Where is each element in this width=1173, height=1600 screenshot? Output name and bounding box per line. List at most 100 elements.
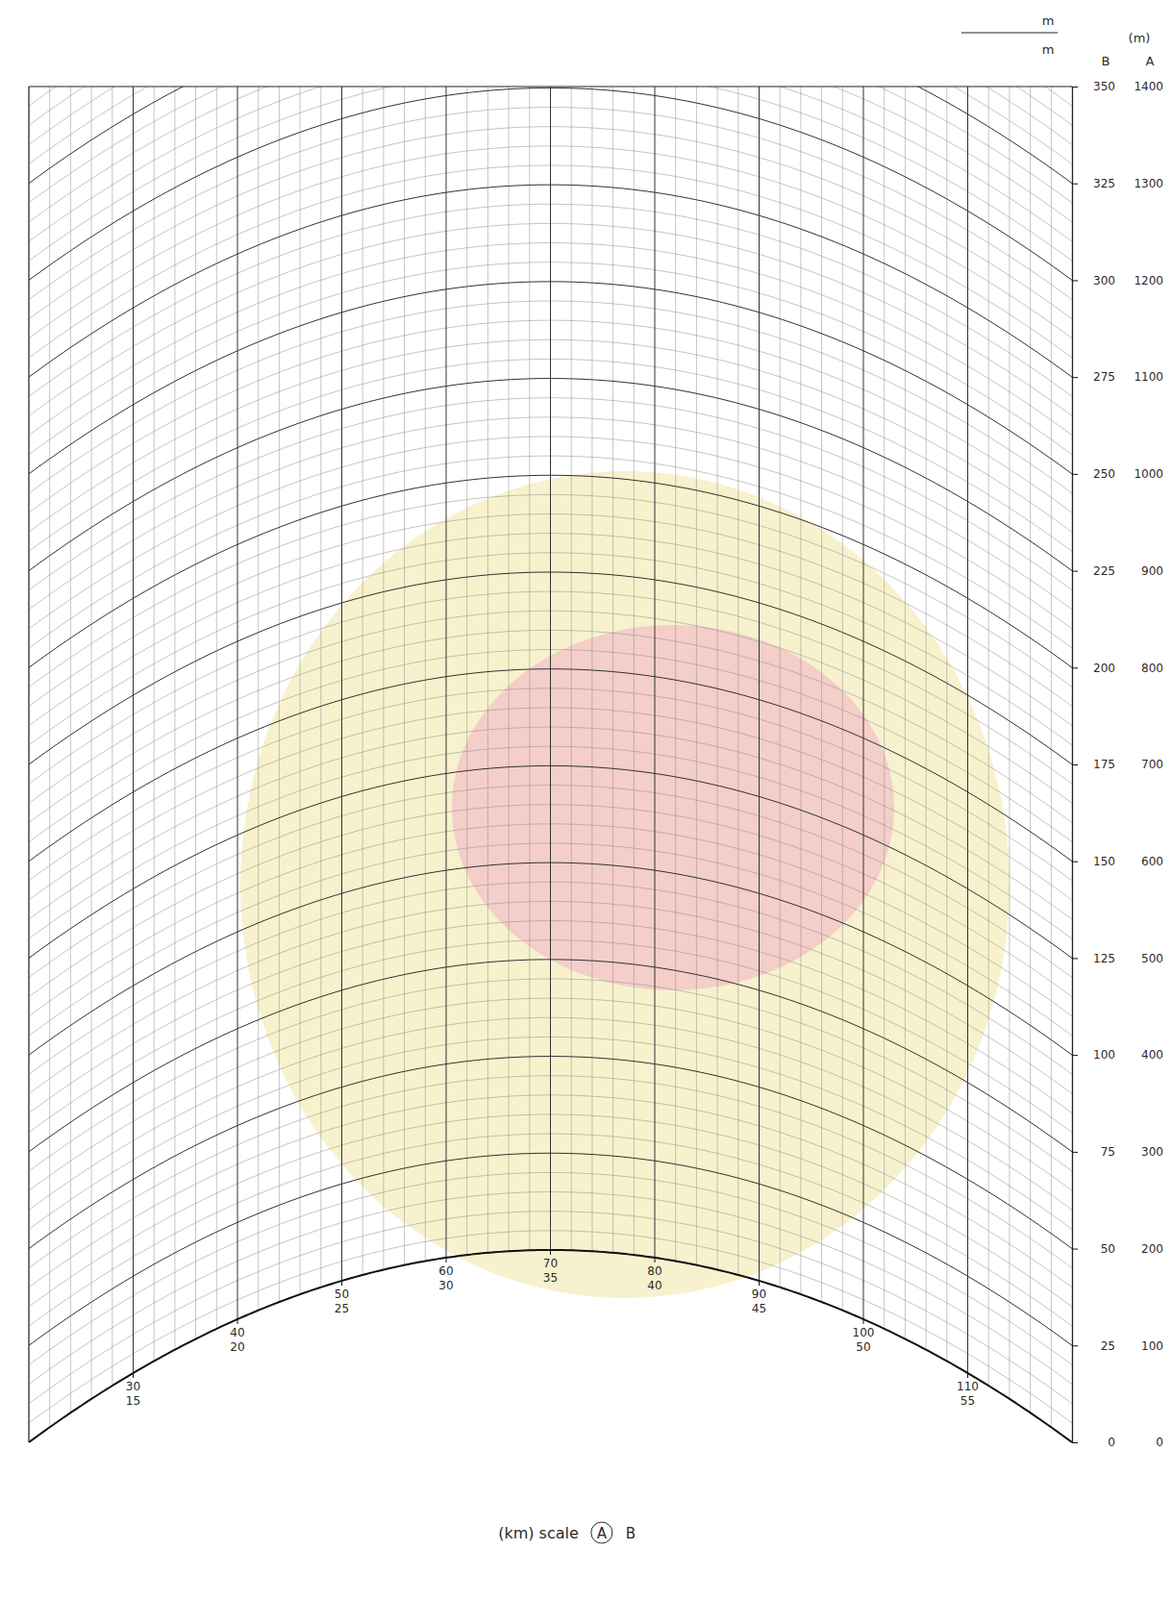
x-tick-label: 70 — [543, 1256, 558, 1271]
x-axis: 30405060708090100110152025303540455055 — [125, 1249, 979, 1408]
grid-vertical — [967, 86, 969, 1373]
y2-label: B — [1101, 53, 1111, 69]
x2-tick-label: 55 — [960, 1394, 975, 1408]
x-tick: 80 — [647, 1257, 662, 1278]
y-tick-label: 1400 — [1133, 79, 1164, 94]
y-axis-line — [1073, 87, 1079, 1444]
y-tick-label: 300 — [1141, 1145, 1164, 1159]
x-tick: 70 — [543, 1249, 558, 1271]
x-tick-label: 30 — [125, 1379, 141, 1394]
y-tick-mark — [1072, 1054, 1078, 1056]
y2-tick-label: 175 — [1093, 757, 1116, 772]
y2-tick-label: 125 — [1093, 951, 1116, 966]
y2-tick: 25 — [1072, 1339, 1116, 1353]
y2-tick: 175 — [1072, 757, 1116, 772]
y-tick-mark — [1072, 279, 1078, 281]
y2-tick-label: 225 — [1093, 564, 1116, 578]
x-tick-label: 110 — [956, 1379, 979, 1394]
y2-tick-label: 25 — [1100, 1339, 1116, 1353]
y2-tick-label: 0 — [1107, 1435, 1116, 1449]
y-tick: 500 — [1072, 951, 1164, 966]
y2-tick: 50 — [1072, 1242, 1116, 1256]
y-tick: 400 — [1072, 1048, 1164, 1062]
y-tick-label: 1200 — [1133, 274, 1164, 288]
y-tick-label: 0 — [1155, 1435, 1164, 1449]
grid-vertical — [237, 86, 239, 1320]
minor-grid-vertical — [821, 86, 823, 1302]
y2-tick-label: 325 — [1093, 176, 1116, 191]
plot-area — [28, 86, 1073, 1443]
y2-tick: 275 — [1072, 370, 1116, 384]
x-tick-mark — [863, 1319, 865, 1324]
y-tick-mark — [1072, 1442, 1078, 1444]
x-tick-mark — [549, 1249, 551, 1255]
y-tick-label: 100 — [1141, 1339, 1164, 1353]
minor-grid-vertical — [528, 86, 530, 1250]
grid-vertical — [758, 86, 760, 1281]
y-tick: 1100 — [1072, 370, 1164, 384]
minor-grid-vertical — [278, 86, 280, 1302]
y-tick: 100 — [1072, 1339, 1164, 1353]
y-axis: 0100200300400500600700800900100011001200… — [1072, 79, 1164, 1449]
minor-grid-vertical — [320, 86, 322, 1288]
y2-tick: 125 — [1072, 951, 1116, 966]
x-tick-label: 100 — [852, 1325, 875, 1340]
y-tick-label: 500 — [1141, 951, 1164, 966]
y-tick: 1300 — [1072, 176, 1164, 191]
y-tick-label: 800 — [1141, 661, 1164, 675]
y-tick-label: 1300 — [1133, 176, 1164, 191]
x-title: (km) scale — [498, 1523, 579, 1543]
y2-tick-label: 50 — [1100, 1242, 1116, 1256]
minor-grid-vertical — [779, 86, 781, 1288]
x-tick-label: 40 — [229, 1325, 245, 1340]
y-tick: 1400 — [1072, 79, 1164, 94]
minor-grid-vertical — [362, 86, 364, 1275]
annotation: m — [1042, 42, 1055, 57]
x2-tick-label: 25 — [334, 1301, 350, 1316]
x-tick-mark — [446, 1257, 448, 1263]
minor-grid-vertical — [1008, 86, 1010, 1399]
minor-grid-vertical — [842, 86, 844, 1311]
x-label: A — [597, 1524, 608, 1543]
x2-tick-label: 50 — [855, 1340, 871, 1354]
y2-tick: 325 — [1072, 176, 1116, 191]
y-tick: 1000 — [1072, 467, 1164, 481]
grid-curve — [28, 1249, 1073, 1443]
y-tick-mark — [1072, 957, 1078, 959]
y-tick-mark — [1072, 764, 1078, 766]
x-tick: 50 — [334, 1280, 350, 1301]
x2-tick-label: 30 — [438, 1278, 453, 1293]
y2-tick: 0 — [1072, 1435, 1116, 1449]
grid-vertical — [446, 86, 448, 1258]
x-tick: 30 — [125, 1372, 141, 1394]
y-tick-mark — [1072, 667, 1078, 669]
minor-grid-vertical — [508, 86, 510, 1251]
minor-grid-vertical — [717, 86, 719, 1270]
y2-tick: 100 — [1072, 1048, 1116, 1062]
grid-vertical — [132, 86, 134, 1373]
x-tick-label: 80 — [647, 1264, 662, 1278]
y-tick: 600 — [1072, 854, 1164, 869]
x-tick-mark — [967, 1372, 969, 1378]
y-tick-mark — [1072, 183, 1078, 185]
minor-grid-vertical — [571, 86, 573, 1250]
minor-grid-vertical — [904, 86, 906, 1339]
minor-grid-vertical — [1050, 86, 1052, 1427]
x2-tick-label: 15 — [125, 1394, 141, 1408]
x-tick: 60 — [438, 1257, 453, 1278]
x-tick: 40 — [229, 1319, 245, 1340]
y-tick-label: 200 — [1141, 1242, 1164, 1256]
y-tick: 0 — [1072, 1435, 1164, 1449]
y-tick: 300 — [1072, 1145, 1164, 1159]
grid-vertical — [654, 86, 656, 1258]
minor-grid-vertical — [737, 86, 739, 1275]
y2-tick-label: 250 — [1093, 467, 1116, 481]
x-tick-mark — [237, 1319, 239, 1324]
minor-grid-vertical — [612, 86, 614, 1253]
y-tick-label: 900 — [1141, 564, 1164, 578]
minor-grid-vertical — [633, 86, 635, 1255]
y-tick: 700 — [1072, 757, 1164, 772]
y-tick-label: 1000 — [1133, 467, 1164, 481]
minor-grid-vertical — [195, 86, 197, 1339]
x2-tick-label: 20 — [229, 1340, 245, 1354]
